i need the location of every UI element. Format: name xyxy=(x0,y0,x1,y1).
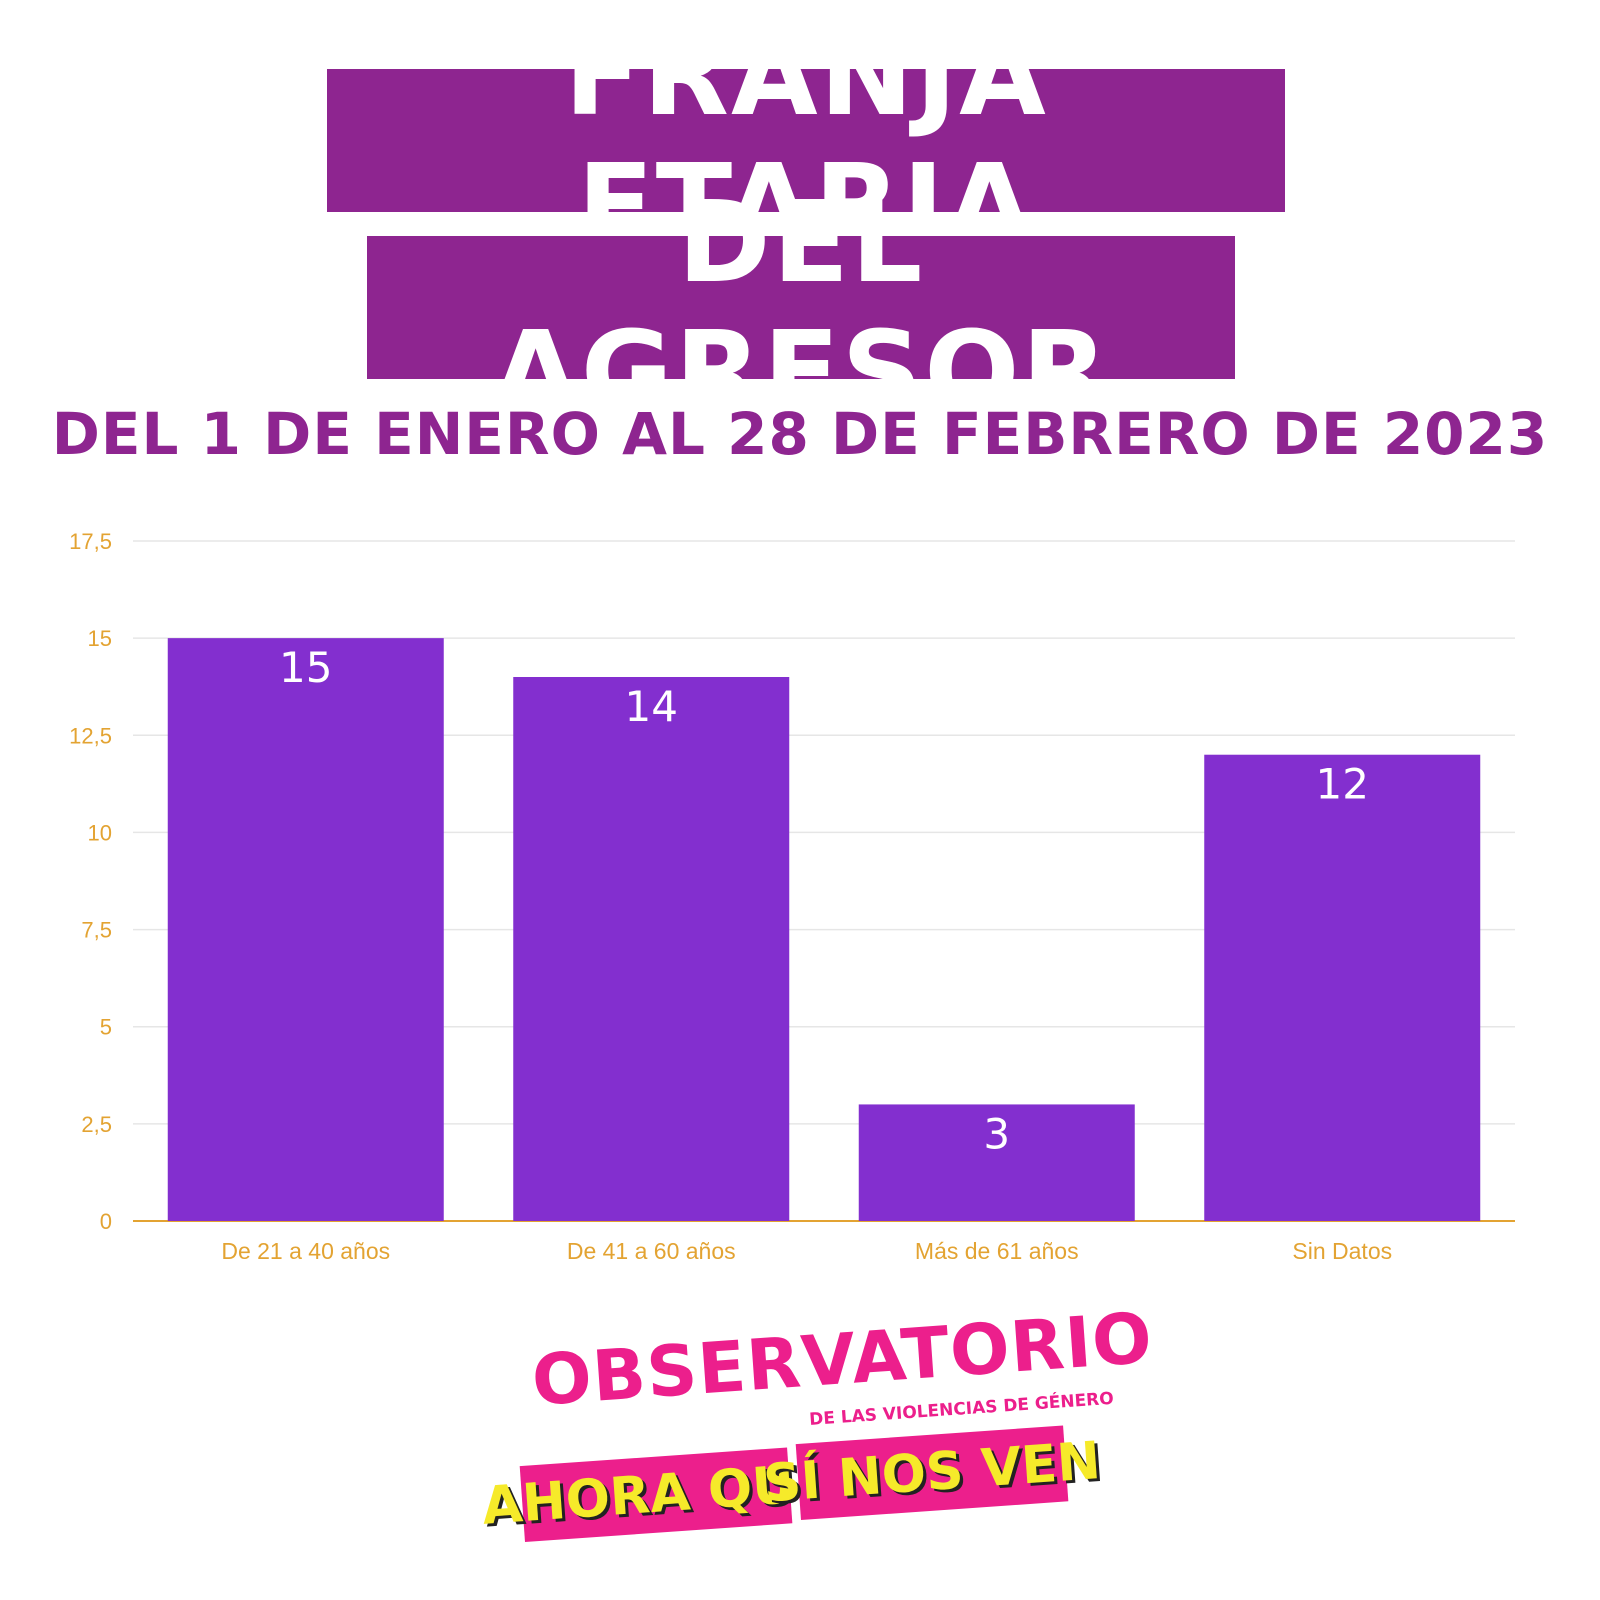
y-tick-label: 17,5 xyxy=(69,529,112,554)
x-category-label: Sin Datos xyxy=(1292,1238,1392,1264)
y-tick-label: 7,5 xyxy=(81,918,112,943)
bar xyxy=(858,1104,1135,1221)
bar xyxy=(167,638,444,1221)
y-tick-label: 2,5 xyxy=(81,1112,112,1137)
title-line-1-box: FRANJA ETARIA xyxy=(327,11,1285,271)
y-tick-label: 0 xyxy=(100,1209,112,1234)
bar-value-label: 14 xyxy=(625,682,678,731)
y-axis-ticks: 0 2,5 5 7,5 10 12,5 15 17,5 xyxy=(69,529,112,1234)
x-category-label: De 41 a 60 años xyxy=(567,1238,736,1264)
title-line-2: DEL AGRESOR xyxy=(492,177,1110,438)
bar xyxy=(513,677,790,1221)
y-tick-label: 15 xyxy=(88,626,112,651)
x-category-label: De 21 a 40 años xyxy=(221,1238,390,1264)
bar-value-label: 12 xyxy=(1316,760,1369,809)
logo-band-left: AHORA QUE xyxy=(480,1447,832,1542)
title-line-2-box: DEL AGRESOR xyxy=(367,178,1235,438)
logo-band-right: SÍ NOS VEN xyxy=(762,1425,1102,1520)
bar-chart: 0 2,5 5 7,5 10 12,5 15 17,5 15 14 3 12 De 21 a 40 … xyxy=(69,529,1515,1264)
y-tick-label: 10 xyxy=(88,820,112,845)
bar xyxy=(1204,754,1481,1221)
logo-band-right-text: SÍ NOS VEN xyxy=(761,1431,1103,1515)
bar-value-label: 3 xyxy=(983,1109,1010,1158)
chart-subtitle: DEL 1 DE ENERO AL 28 DE FEBRERO DE 2023 xyxy=(51,400,1549,468)
x-axis-labels: De 21 a 40 años De 41 a 60 años Más de 61 … xyxy=(221,1238,1392,1264)
bar-value-label: 15 xyxy=(279,643,332,692)
y-tick-label: 5 xyxy=(100,1015,112,1040)
bars: 15 14 3 12 xyxy=(167,638,1481,1221)
x-category-label: Más de 61 años xyxy=(915,1238,1079,1264)
y-tick-label: 12,5 xyxy=(69,723,112,748)
observatorio-logo: OBSERVATORIO DE LAS VIOLENCIAS DE GÉNERO… xyxy=(480,1297,1155,1570)
